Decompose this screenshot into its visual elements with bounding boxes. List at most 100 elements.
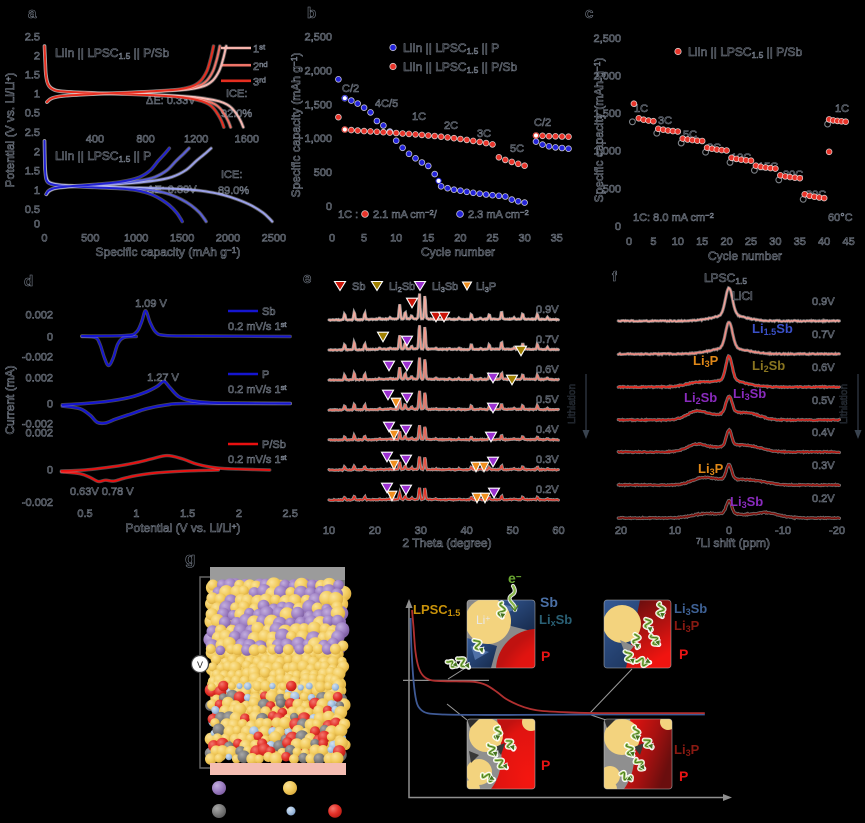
svg-text:35: 35 — [551, 233, 563, 245]
svg-text:2: 2 — [34, 51, 40, 63]
svg-text:Li2Sb: Li2Sb — [684, 390, 717, 406]
svg-text:1: 1 — [34, 185, 40, 197]
svg-text:-0.002: -0.002 — [22, 497, 53, 509]
svg-text:0.002: 0.002 — [25, 428, 53, 440]
svg-text:20: 20 — [615, 525, 627, 537]
svg-text:Lithiation: Lithiation — [567, 384, 578, 424]
svg-text:1C: 1C — [412, 111, 426, 123]
svg-text:20: 20 — [720, 236, 732, 248]
svg-text:f: f — [612, 268, 617, 284]
svg-text:Sb: Sb — [262, 306, 275, 318]
svg-text:500: 500 — [81, 233, 99, 245]
svg-text:0: 0 — [47, 399, 53, 411]
svg-text:3C: 3C — [477, 128, 491, 140]
svg-text:89.0%: 89.0% — [218, 185, 249, 197]
svg-text:2,000: 2,000 — [304, 65, 332, 77]
svg-text:1.27 V: 1.27 V — [147, 372, 179, 384]
svg-text:LiIn || LPSC1.5 || P/Sb: LiIn || LPSC1.5 || P/Sb — [403, 60, 518, 75]
svg-text:LiIn || LPSC1.5 || P: LiIn || LPSC1.5 || P — [55, 149, 151, 164]
svg-text:45: 45 — [842, 236, 854, 248]
svg-text:0.2V: 0.2V — [812, 493, 835, 505]
svg-text:Specific capacity (mAh g−1): Specific capacity (mAh g−1) — [96, 245, 241, 259]
svg-text:Current (mA): Current (mA) — [3, 365, 17, 434]
svg-text:10: 10 — [672, 236, 684, 248]
svg-text:0.4V: 0.4V — [812, 427, 835, 439]
svg-text:40: 40 — [818, 236, 830, 248]
svg-text:1: 1 — [133, 508, 139, 520]
svg-text:15: 15 — [696, 236, 708, 248]
svg-text:2.5: 2.5 — [25, 32, 40, 44]
svg-text:e: e — [303, 270, 311, 287]
svg-text:5: 5 — [650, 236, 656, 248]
svg-text:1,000: 1,000 — [593, 146, 621, 158]
svg-text:Cycle number: Cycle number — [708, 249, 782, 263]
svg-text:LiIn || LPSC1.5 || P/Sb: LiIn || LPSC1.5 || P/Sb — [55, 46, 170, 61]
svg-text:0.2 mV/s 1st: 0.2 mV/s 1st — [228, 383, 287, 396]
svg-text:Li3P: Li3P — [693, 353, 719, 369]
svg-text:ICE:: ICE: — [221, 169, 242, 181]
svg-text:LiIn || LPSC1.5 || P: LiIn || LPSC1.5 || P — [403, 41, 499, 56]
svg-text:Li3Sb: Li3Sb — [730, 494, 763, 510]
svg-text:2.3 mA cm−2: 2.3 mA cm−2 — [468, 208, 529, 221]
svg-text:-20: -20 — [829, 525, 845, 537]
svg-text:2500: 2500 — [262, 233, 286, 245]
svg-text:P: P — [541, 648, 550, 664]
svg-text:400: 400 — [86, 134, 104, 146]
svg-text:V: V — [197, 660, 203, 670]
svg-text:0.002: 0.002 — [25, 310, 53, 322]
svg-text:0: 0 — [326, 201, 332, 213]
svg-text:P: P — [679, 768, 688, 784]
svg-text:1C :: 1C : — [338, 209, 358, 221]
svg-text:2,500: 2,500 — [593, 33, 621, 45]
svg-text:10: 10 — [669, 525, 681, 537]
svg-text:60°C: 60°C — [828, 212, 853, 224]
svg-text:Li2Sb: Li2Sb — [752, 358, 785, 374]
svg-text:7Li shift (ppm): 7Li shift (ppm) — [696, 536, 770, 550]
svg-text:1.5: 1.5 — [180, 508, 195, 520]
svg-text:Li3P: Li3P — [674, 618, 700, 634]
svg-text:Sb: Sb — [540, 594, 558, 610]
svg-text:0.5: 0.5 — [25, 204, 40, 216]
svg-text:0.2V: 0.2V — [536, 484, 559, 496]
svg-text:Lithiation: Lithiation — [839, 384, 850, 424]
svg-text:60: 60 — [552, 525, 564, 537]
svg-text:2000: 2000 — [216, 233, 240, 245]
svg-text:1,500: 1,500 — [593, 108, 621, 120]
svg-text:500: 500 — [314, 167, 332, 179]
svg-text:e−: e− — [508, 570, 522, 586]
svg-text:P: P — [679, 646, 688, 662]
svg-text:1,000: 1,000 — [304, 133, 332, 145]
svg-text:1200: 1200 — [184, 134, 208, 146]
svg-text:LiCl: LiCl — [732, 289, 753, 303]
svg-text:Cycle number: Cycle number — [421, 245, 495, 259]
svg-text:3C: 3C — [658, 115, 672, 127]
svg-text:Li3P: Li3P — [674, 742, 700, 758]
svg-text:-0.002: -0.002 — [22, 419, 53, 431]
svg-text:50: 50 — [506, 525, 518, 537]
svg-text:10: 10 — [390, 233, 402, 245]
svg-text:35: 35 — [794, 236, 806, 248]
svg-text:30: 30 — [769, 236, 781, 248]
svg-text:0: 0 — [726, 525, 732, 537]
svg-text:1C: 1C — [634, 103, 648, 115]
svg-text:4C/5: 4C/5 — [375, 98, 398, 110]
svg-text:800: 800 — [136, 134, 154, 146]
svg-text:0.5: 0.5 — [77, 508, 92, 520]
svg-text:ICE:: ICE: — [226, 88, 247, 100]
svg-text:0.4V: 0.4V — [536, 424, 559, 436]
svg-text:0: 0 — [615, 221, 621, 233]
svg-text:1,500: 1,500 — [304, 99, 332, 111]
svg-text:5: 5 — [361, 233, 367, 245]
svg-text:1C: 8.0 mA cm−2: 1C: 8.0 mA cm−2 — [633, 211, 714, 224]
svg-text:Sb: Sb — [352, 281, 365, 293]
svg-text:LixSb: LixSb — [539, 612, 572, 628]
svg-text:Li3Sb: Li3Sb — [674, 601, 707, 617]
svg-text:Specific capacity (mAh g−1): Specific capacity (mAh g−1) — [592, 58, 606, 203]
svg-text:1: 1 — [34, 89, 40, 101]
svg-text:-0.002: -0.002 — [22, 352, 53, 364]
svg-text:g: g — [185, 549, 195, 568]
svg-text:1600: 1600 — [235, 134, 259, 146]
svg-text:2: 2 — [34, 147, 40, 159]
svg-text:500: 500 — [603, 183, 621, 195]
svg-text:0.9V: 0.9V — [536, 304, 559, 316]
